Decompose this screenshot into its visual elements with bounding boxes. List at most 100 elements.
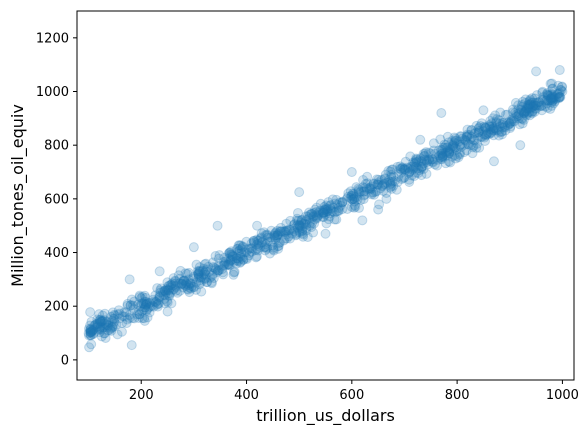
data-point bbox=[404, 167, 415, 178]
data-point bbox=[100, 332, 111, 343]
data-point bbox=[104, 324, 115, 335]
data-point bbox=[208, 261, 219, 272]
data-point bbox=[333, 202, 344, 213]
data-point bbox=[486, 128, 497, 139]
data-point bbox=[465, 140, 476, 151]
data-point bbox=[419, 151, 429, 162]
data-point bbox=[337, 204, 348, 215]
data-point bbox=[358, 186, 369, 197]
data-point bbox=[325, 199, 336, 210]
data-point bbox=[106, 325, 117, 336]
data-point bbox=[165, 288, 176, 299]
data-point bbox=[527, 100, 538, 111]
data-point bbox=[223, 259, 234, 270]
data-point bbox=[139, 296, 150, 307]
data-point bbox=[297, 222, 308, 233]
data-point bbox=[253, 238, 264, 249]
data-point bbox=[224, 248, 235, 259]
data-point bbox=[462, 129, 473, 140]
data-point bbox=[188, 242, 199, 253]
data-point bbox=[478, 126, 489, 137]
data-point bbox=[520, 98, 531, 109]
data-point bbox=[466, 131, 477, 142]
data-point bbox=[418, 148, 429, 159]
data-point bbox=[185, 277, 196, 288]
data-point bbox=[170, 280, 181, 291]
data-point bbox=[144, 307, 155, 318]
data-point bbox=[312, 211, 323, 222]
data-point bbox=[525, 94, 536, 105]
data-point bbox=[163, 290, 174, 301]
data-point bbox=[251, 239, 262, 250]
data-point bbox=[164, 280, 175, 291]
data-point bbox=[489, 123, 500, 134]
data-point bbox=[545, 95, 556, 106]
data-point bbox=[248, 235, 259, 246]
data-point bbox=[212, 266, 223, 277]
data-point bbox=[83, 323, 94, 334]
data-point bbox=[393, 171, 404, 182]
data-point bbox=[133, 305, 144, 316]
data-point bbox=[152, 283, 163, 294]
data-point bbox=[341, 194, 352, 205]
data-point bbox=[235, 251, 246, 262]
data-point bbox=[504, 118, 515, 129]
data-point bbox=[357, 215, 368, 226]
data-point bbox=[543, 90, 554, 101]
data-point bbox=[94, 323, 105, 334]
data-point bbox=[526, 97, 537, 108]
data-point bbox=[522, 99, 533, 110]
data-point bbox=[519, 108, 530, 119]
data-point bbox=[315, 205, 326, 216]
data-point bbox=[542, 88, 553, 99]
data-point bbox=[166, 298, 177, 309]
data-point bbox=[356, 186, 367, 197]
data-point bbox=[117, 318, 128, 329]
data-point bbox=[279, 226, 290, 237]
data-point bbox=[487, 113, 498, 124]
data-point bbox=[132, 299, 143, 310]
data-point bbox=[454, 136, 465, 147]
data-point bbox=[319, 201, 330, 212]
data-point bbox=[449, 137, 460, 148]
data-point bbox=[507, 104, 518, 115]
data-point bbox=[166, 280, 177, 291]
data-point bbox=[408, 163, 419, 174]
data-point bbox=[145, 301, 156, 312]
data-point bbox=[454, 147, 465, 158]
data-point bbox=[214, 264, 225, 275]
data-point bbox=[321, 200, 332, 211]
data-point bbox=[524, 95, 535, 106]
data-point bbox=[416, 161, 427, 172]
data-point bbox=[464, 129, 475, 140]
data-point bbox=[101, 316, 112, 327]
data-point bbox=[92, 314, 103, 325]
data-point bbox=[292, 222, 303, 233]
data-point bbox=[505, 123, 516, 134]
data-point bbox=[461, 145, 472, 156]
data-point bbox=[475, 131, 486, 142]
data-point bbox=[179, 279, 190, 290]
data-point bbox=[107, 322, 118, 333]
data-point bbox=[452, 150, 463, 161]
data-point bbox=[530, 100, 541, 111]
data-point bbox=[494, 127, 505, 138]
data-point bbox=[142, 312, 153, 323]
data-point bbox=[107, 307, 118, 318]
data-point bbox=[126, 340, 137, 351]
data-point bbox=[195, 275, 206, 286]
data-point bbox=[450, 141, 461, 152]
data-point bbox=[480, 122, 491, 133]
data-point bbox=[437, 145, 448, 155]
data-point bbox=[319, 207, 330, 218]
data-point bbox=[97, 316, 108, 327]
data-point bbox=[522, 103, 533, 114]
data-point bbox=[373, 204, 384, 215]
data-point bbox=[322, 204, 333, 215]
data-point bbox=[546, 88, 557, 99]
data-point bbox=[237, 241, 248, 252]
data-point bbox=[288, 223, 299, 234]
data-point bbox=[383, 165, 394, 176]
data-point bbox=[98, 322, 109, 333]
data-point bbox=[331, 214, 342, 225]
